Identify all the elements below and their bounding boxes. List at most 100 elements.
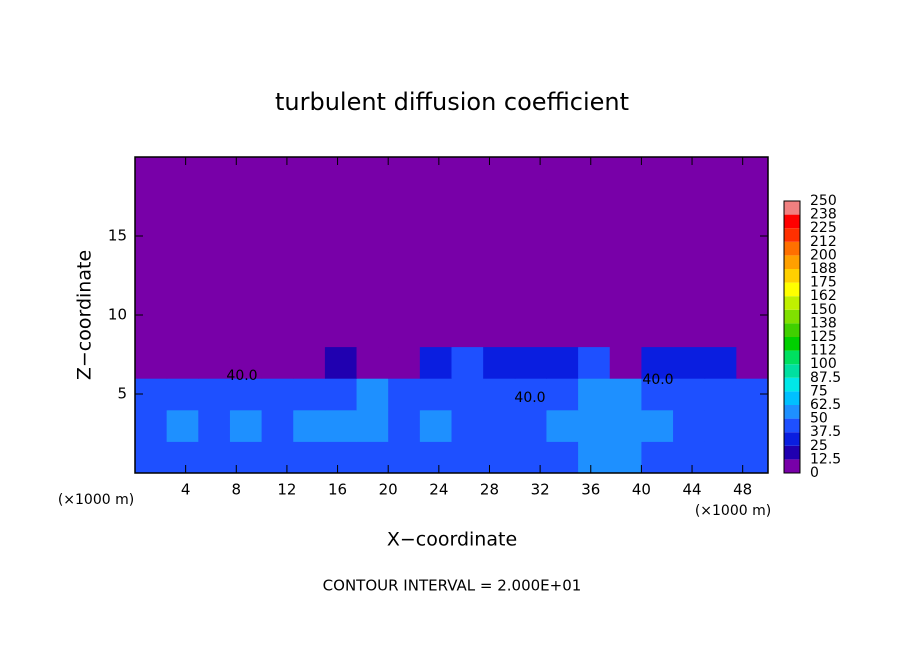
x-tick-label: 28: [480, 481, 499, 499]
heat-cell: [483, 220, 516, 253]
colorbar-band: [784, 255, 800, 269]
y-axis-label: Z−coordinate: [74, 250, 96, 380]
heat-cell: [356, 346, 389, 379]
heat-cell: [673, 315, 706, 348]
heat-cell: [546, 188, 579, 221]
heat-cell: [641, 346, 674, 379]
heat-cell: [388, 188, 421, 221]
heat-cell: [293, 283, 326, 316]
heat-cell: [419, 283, 452, 316]
heat-cell: [198, 378, 231, 411]
heat-cell: [388, 283, 421, 316]
heat-cell: [166, 220, 199, 253]
colorbar-label: 175: [810, 275, 837, 291]
heat-cell: [229, 441, 263, 474]
colorbar-band: [784, 418, 800, 433]
heat-cell: [293, 220, 326, 253]
heat-cell: [356, 157, 389, 190]
heat-cell: [704, 315, 737, 348]
y-tick-label: 15: [108, 227, 127, 245]
colorbar-band: [784, 269, 800, 283]
heat-cell: [736, 409, 769, 442]
heat-cell: [261, 378, 294, 411]
x-tick-label: 12: [277, 481, 296, 499]
colorbar-band: [784, 432, 800, 446]
heat-cell: [451, 251, 484, 284]
x-tick-label: 4: [181, 481, 191, 499]
y-tick-label: 5: [117, 385, 127, 403]
heat-cell: [704, 441, 737, 474]
heat-cell: [229, 220, 263, 253]
heat-cell: [483, 283, 516, 316]
heat-cell: [261, 188, 294, 221]
heat-cell: [388, 315, 421, 348]
heat-cell: [293, 346, 326, 379]
colorbar-label: 150: [810, 302, 837, 318]
colorbar-label: 87.5: [810, 370, 841, 386]
heat-cell: [546, 346, 579, 379]
heat-cell: [261, 283, 294, 316]
heat-cell: [356, 441, 389, 474]
heat-cell: [483, 409, 516, 442]
heat-cell: [166, 378, 199, 411]
heat-cell: [261, 157, 294, 190]
heat-cell: [578, 188, 611, 221]
colorbar-label: 212: [810, 234, 837, 250]
contour-label: 40.0: [642, 372, 673, 388]
heat-cell: [704, 220, 737, 253]
heat-cell: [198, 157, 231, 190]
heat-cell: [578, 220, 611, 253]
x-tick-label: 48: [733, 481, 752, 499]
heat-cell: [736, 251, 769, 284]
heat-cell: [261, 251, 294, 284]
heat-cell: [419, 441, 452, 474]
heat-cell: [261, 346, 294, 379]
heat-cell: [419, 346, 452, 379]
heat-cell: [609, 315, 642, 348]
heat-cell: [451, 220, 484, 253]
heat-cell: [324, 220, 358, 253]
colorbar-label: 238: [810, 207, 837, 223]
x-tick-label: 36: [581, 481, 600, 499]
heat-cell: [388, 409, 421, 442]
heat-cell: [609, 251, 642, 284]
heat-cell: [419, 315, 452, 348]
heat-cell: [229, 188, 263, 221]
colorbar-label: 62.5: [810, 397, 841, 413]
heat-cell: [356, 188, 389, 221]
heat-cell: [578, 251, 611, 284]
footer: CONTOUR INTERVAL = 2.000E+01: [323, 577, 582, 595]
heat-cell: [324, 409, 358, 442]
heat-cell: [229, 409, 263, 442]
heat-cell: [609, 188, 642, 221]
heat-cell: [514, 188, 547, 221]
heat-cell: [166, 251, 199, 284]
heat-cell: [704, 157, 737, 190]
colorbar-label: 50: [810, 411, 828, 427]
heat-cell: [736, 283, 769, 316]
colorbar-band: [784, 309, 800, 324]
heat-cell: [229, 283, 263, 316]
heat-cell: [166, 283, 199, 316]
heat-cell: [388, 441, 421, 474]
heat-cell: [641, 157, 674, 190]
heat-cell: [229, 157, 263, 190]
colorbar-label: 75: [810, 383, 828, 399]
heat-cell: [166, 409, 199, 442]
heat-cell: [641, 441, 674, 474]
heat-cell: [229, 315, 263, 348]
heat-cell: [609, 441, 642, 474]
heat-cell: [293, 188, 326, 221]
heat-cell: [293, 378, 326, 411]
heat-cell: [578, 378, 611, 411]
heat-cell: [546, 220, 579, 253]
colorbar-band: [784, 445, 800, 460]
heat-cell: [514, 346, 547, 379]
colorbar-band: [784, 282, 800, 297]
heat-cell: [451, 441, 484, 474]
heat-cell: [388, 378, 421, 411]
heat-cell: [198, 251, 231, 284]
heat-cell: [514, 315, 547, 348]
heat-cell: [736, 441, 769, 474]
heat-cell: [419, 409, 452, 442]
